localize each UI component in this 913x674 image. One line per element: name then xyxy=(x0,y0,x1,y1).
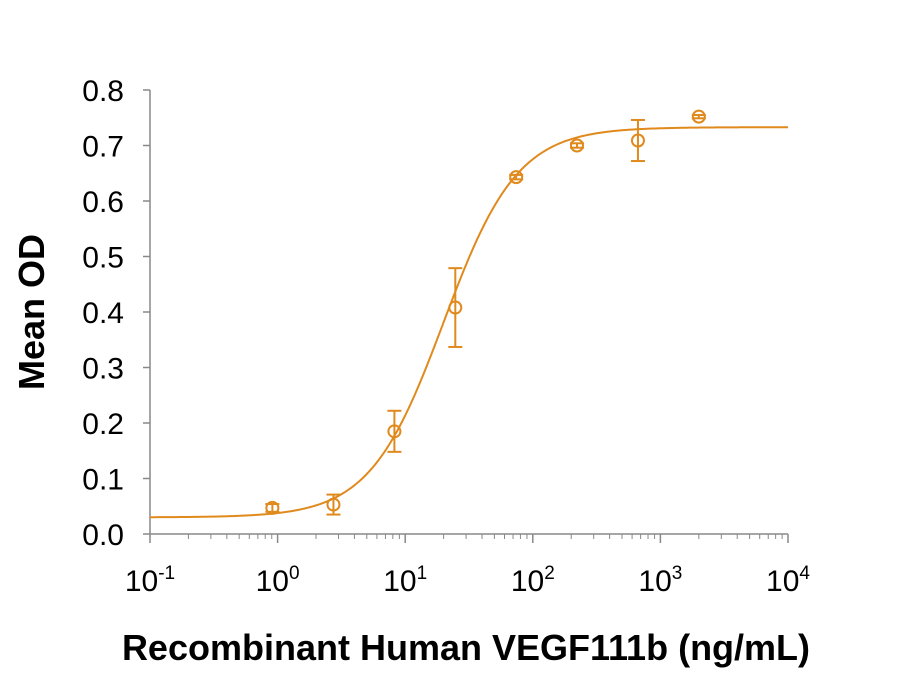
point-marker xyxy=(691,109,706,124)
axes xyxy=(143,89,789,543)
point-marker xyxy=(265,500,280,515)
point-marker xyxy=(448,300,463,315)
y-tick-label: 0.0 xyxy=(82,519,124,552)
y-tick-label: 0.7 xyxy=(82,131,124,164)
y-axis-title: Mean OD xyxy=(11,234,52,390)
point-marker xyxy=(509,170,524,185)
data-point xyxy=(691,109,706,124)
point-marker xyxy=(326,497,341,512)
x-tick-label: 10-1 xyxy=(125,563,175,598)
data-point xyxy=(448,267,463,348)
y-tick-label: 0.1 xyxy=(82,464,124,497)
point-marker xyxy=(387,424,402,439)
x-tick-label: 104 xyxy=(766,563,810,598)
data-point xyxy=(387,409,402,453)
x-tick-label: 101 xyxy=(383,563,427,598)
data-point xyxy=(569,138,584,153)
data-point xyxy=(265,500,280,515)
data-points xyxy=(265,109,706,516)
x-tick-labels: 10-1 100 101 102 103 104 xyxy=(125,563,811,598)
fit-curve xyxy=(149,126,788,519)
x-axis-title: Recombinant Human VEGF111b (ng/mL) xyxy=(122,627,810,668)
y-tick-label: 0.2 xyxy=(82,408,124,441)
y-tick-labels: 0.0 0.1 0.2 0.3 0.4 0.5 0.6 0.7 0.8 xyxy=(82,75,124,552)
y-tick-label: 0.3 xyxy=(82,353,124,386)
data-point xyxy=(509,170,524,185)
x-tick-label: 102 xyxy=(511,563,555,598)
y-tick-label: 0.6 xyxy=(82,186,124,219)
data-point xyxy=(326,493,341,516)
data-point xyxy=(630,118,645,163)
y-tick-label: 0.5 xyxy=(82,242,124,275)
x-tick-label: 103 xyxy=(638,563,682,598)
point-marker xyxy=(569,138,584,153)
point-marker xyxy=(630,133,645,148)
y-tick-label: 0.8 xyxy=(82,75,124,108)
x-tick-label: 100 xyxy=(256,563,300,598)
y-tick-label: 0.4 xyxy=(82,297,124,330)
